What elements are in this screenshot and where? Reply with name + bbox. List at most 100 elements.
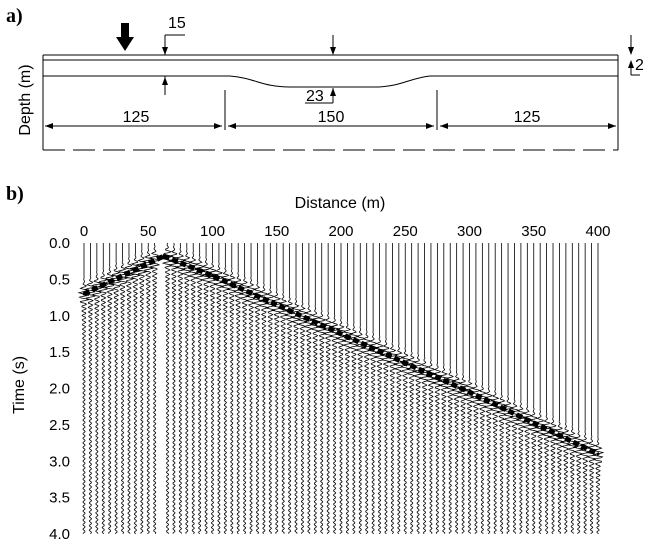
- dim-arrow: [426, 123, 434, 129]
- seismic-trace: [334, 243, 347, 535]
- seismic-trace: [206, 243, 219, 535]
- seismic-trace: [257, 243, 270, 534]
- arrival-pick-point: [596, 452, 600, 456]
- seismic-trace: [315, 243, 328, 534]
- seismic-trace: [252, 243, 265, 535]
- seismic-trace: [411, 243, 424, 534]
- panel-b-ylabel: Time (s): [11, 356, 28, 414]
- x-tick-label: 350: [521, 223, 546, 240]
- seismic-trace: [385, 243, 398, 535]
- seismic-trace: [97, 243, 110, 535]
- x-tick-label: 250: [393, 223, 418, 240]
- seismic-trace: [175, 243, 187, 534]
- seismic-trace: [77, 243, 90, 534]
- seismic-trace: [167, 242, 180, 534]
- panel-b-xlabel: Distance (m): [295, 195, 386, 212]
- seismic-trace: [283, 243, 296, 534]
- y-tick-labels: 0.0 0.5 1.0 1.5 2.0 2.5 3.0 3.5 4.0: [49, 235, 70, 539]
- x-tick-label: 50: [140, 223, 157, 240]
- first-arrival-band: [82, 253, 165, 297]
- seismic-trace: [180, 243, 193, 534]
- dim-arrow: [45, 123, 53, 129]
- seismic-trace: [483, 243, 496, 535]
- seismic-trace: [437, 243, 450, 534]
- arrival-pick-point: [82, 292, 86, 296]
- seismic-trace: [135, 243, 148, 534]
- x-tick-label: 400: [585, 223, 610, 240]
- arrival-pick-point: [468, 390, 471, 394]
- seismic-trace: [489, 243, 502, 535]
- seismic-trace: [296, 243, 309, 534]
- seismic-trace: [123, 243, 136, 534]
- seismic-trace: [148, 242, 161, 534]
- seismic-trace: [463, 243, 476, 534]
- seismic-trace: [496, 243, 508, 535]
- seismic-trace: [476, 243, 489, 535]
- y-tick-label: 2.5: [49, 417, 70, 434]
- seismic-trace: [103, 243, 117, 534]
- seismic-trace: [393, 243, 405, 535]
- pointer-arrow: [330, 47, 336, 55]
- y-tick-label: 2.0: [49, 381, 70, 398]
- y-tick-label: 1.0: [49, 308, 70, 325]
- seismic-trace: [360, 243, 372, 535]
- seismic-trace: [578, 243, 592, 535]
- seismic-trace: [90, 243, 103, 534]
- seismic-trace: [430, 243, 443, 534]
- dim-label-depression: 23: [306, 88, 324, 105]
- arrival-pick-point: [211, 274, 214, 278]
- seismic-trace: [374, 243, 387, 535]
- first-arrival-wavefront: [82, 253, 600, 457]
- seismic-trace: [534, 243, 546, 535]
- pointer-arrow: [162, 77, 168, 85]
- seismic-trace: [270, 243, 284, 534]
- seismic-traces: [77, 242, 605, 535]
- seismic-trace: [527, 243, 540, 535]
- seismic-trace: [367, 243, 380, 535]
- seismic-trace: [226, 243, 239, 535]
- seismic-trace: [186, 243, 200, 534]
- seismic-trace: [232, 243, 245, 535]
- pointer-arrow: [162, 47, 168, 55]
- layer-interface: [43, 75, 618, 88]
- seismic-trace: [502, 243, 515, 534]
- y-tick-label: 4.0: [49, 526, 70, 539]
- seismic-trace: [559, 243, 571, 534]
- seismic-trace: [508, 243, 521, 534]
- seismic-trace: [379, 243, 392, 535]
- panel-a-label: a): [6, 5, 23, 27]
- seismic-trace: [399, 243, 412, 535]
- seismic-trace: [161, 242, 174, 534]
- seismic-trace: [572, 243, 585, 534]
- seismic-trace: [328, 243, 341, 534]
- seismic-trace: [322, 243, 335, 534]
- panel-b-label: b): [6, 183, 24, 205]
- dim-label-seg1: 125: [123, 109, 150, 126]
- arrival-pick-point: [162, 254, 166, 258]
- seismic-trace: [444, 243, 457, 534]
- seismic-trace: [405, 243, 418, 535]
- seismic-trace: [289, 243, 302, 534]
- seismic-trace: [565, 243, 578, 534]
- arrival-pick-point: [339, 332, 343, 336]
- panel-a-ylabel: Depth (m): [17, 64, 34, 135]
- seismic-trace: [585, 243, 598, 535]
- model-diagram: [42, 34, 640, 151]
- arrowheads-a: [45, 23, 634, 129]
- seismic-trace: [546, 243, 559, 535]
- seismic-trace: [141, 243, 155, 535]
- seismic-trace: [341, 243, 354, 535]
- dim-label-thickness: 2: [635, 57, 644, 74]
- seismic-trace: [219, 243, 232, 535]
- seismic-trace: [521, 243, 534, 534]
- dim-label-offset: 15: [168, 15, 186, 32]
- x-tick-labels: 0 50 100 150 200 250 300 350 400: [80, 223, 611, 240]
- pointer-arrow: [628, 60, 634, 68]
- seismic-trace: [303, 243, 316, 534]
- x-tick-label: 100: [200, 223, 225, 240]
- seismic-trace: [110, 243, 123, 535]
- seismic-trace: [552, 243, 565, 534]
- pointer-arrow: [628, 47, 634, 55]
- y-tick-label: 0.5: [49, 271, 70, 288]
